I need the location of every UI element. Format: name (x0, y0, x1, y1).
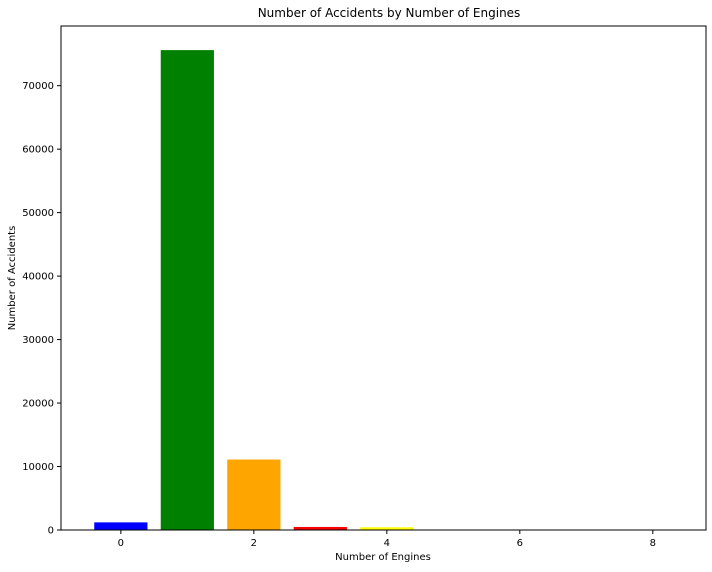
y-tick-label: 70000 (22, 81, 54, 92)
y-tick-label: 50000 (22, 208, 54, 219)
x-tick-label: 8 (650, 538, 656, 549)
y-tick-label: 0 (48, 526, 54, 537)
y-tick-label: 20000 (22, 399, 54, 410)
x-tick-label: 4 (384, 538, 390, 549)
bars-group (94, 50, 679, 530)
x-tick-label: 6 (517, 538, 523, 549)
chart-title: Number of Accidents by Number of Engines (258, 6, 521, 20)
y-axis-ticks: 0 10000 20000 30000 40000 50000 60000 70000 (22, 81, 61, 536)
x-axis-label: Number of Engines (335, 552, 431, 563)
y-tick-label: 30000 (22, 335, 54, 346)
bar-engines-2 (227, 460, 280, 530)
x-tick-label: 0 (118, 538, 124, 549)
y-axis-label: Number of Accidents (7, 226, 18, 331)
x-axis-ticks: 0 2 4 6 8 (118, 530, 656, 549)
axes-frame (61, 26, 706, 530)
bar-engines-1 (161, 50, 214, 530)
y-tick-label: 40000 (22, 272, 54, 283)
y-tick-label: 60000 (22, 145, 54, 156)
bar-engines-0 (94, 522, 147, 530)
x-tick-label: 2 (251, 538, 257, 549)
y-tick-label: 10000 (22, 462, 54, 473)
